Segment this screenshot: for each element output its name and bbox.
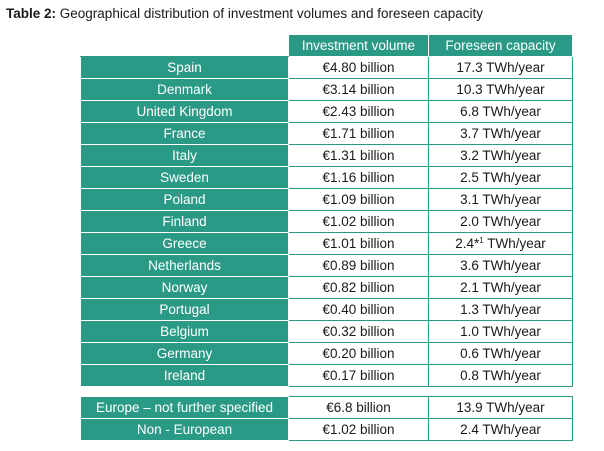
table-row: Europe – not further specified €6.8 billi… — [80, 396, 573, 419]
capacity-cell: 2.0 TWh/year — [428, 210, 573, 233]
table-row: Italy €1.31 billion 3.2 TWh/year — [80, 144, 573, 167]
investment-cell: €3.14 billion — [288, 78, 429, 101]
capacity-cell: 1.3 TWh/year — [428, 298, 573, 321]
country-cell: Non - European — [80, 418, 289, 441]
table-row: Denmark €3.14 billion 10.3 TWh/year — [80, 78, 573, 101]
country-cell: United Kingdom — [80, 100, 289, 123]
table-row: Spain €4.80 billion 17.3 TWh/year — [80, 56, 573, 79]
table-row: Poland €1.09 billion 3.1 TWh/year — [80, 188, 573, 211]
capacity-cell: 0.8 TWh/year — [428, 364, 573, 387]
country-cell: Greece — [80, 232, 289, 255]
capacity-cell: 2.4 TWh/year — [428, 418, 573, 441]
investment-cell: €1.02 billion — [288, 210, 429, 233]
capacity-cell: 2.4*1 TWh/year — [428, 232, 573, 255]
table-caption: Table 2: Geographical distribution of in… — [6, 6, 483, 21]
country-cell: Belgium — [80, 320, 289, 343]
investment-cell: €0.40 billion — [288, 298, 429, 321]
table-row: Ireland €0.17 billion 0.8 TWh/year — [80, 364, 573, 387]
capacity-cell: 3.1 TWh/year — [428, 188, 573, 211]
table-row: Greece €1.01 billion 2.4*1 TWh/year — [80, 232, 573, 255]
capacity-cell: 2.5 TWh/year — [428, 166, 573, 189]
investment-cell: €1.02 billion — [288, 418, 429, 441]
capacity-cell: 3.7 TWh/year — [428, 122, 573, 145]
country-cell: Portugal — [80, 298, 289, 321]
capacity-cell: 2.1 TWh/year — [428, 276, 573, 299]
capacity-cell: 3.2 TWh/year — [428, 144, 573, 167]
investment-cell: €0.82 billion — [288, 276, 429, 299]
country-cell: Poland — [80, 188, 289, 211]
capacity-unit: TWh/year — [487, 236, 546, 251]
capacity-cell: 1.0 TWh/year — [428, 320, 573, 343]
investment-cell: €1.16 billion — [288, 166, 429, 189]
footnote-marker: 1 — [479, 236, 484, 245]
investment-cell: €1.31 billion — [288, 144, 429, 167]
country-cell: Netherlands — [80, 254, 289, 277]
investment-cell: €4.80 billion — [288, 56, 429, 79]
header-investment-volume: Investment volume — [288, 34, 429, 57]
capacity-cell: 3.6 TWh/year — [428, 254, 573, 277]
table-row: Sweden €1.16 billion 2.5 TWh/year — [80, 166, 573, 189]
capacity-cell: 0.6 TWh/year — [428, 342, 573, 365]
country-cell: France — [80, 122, 289, 145]
investment-cell: €1.71 billion — [288, 122, 429, 145]
investment-cell: €0.20 billion — [288, 342, 429, 365]
table-row: France €1.71 billion 3.7 TWh/year — [80, 122, 573, 145]
country-cell: Norway — [80, 276, 289, 299]
country-cell: Italy — [80, 144, 289, 167]
capacity-cell: 6.8 TWh/year — [428, 100, 573, 123]
table-row: United Kingdom €2.43 billion 6.8 TWh/year — [80, 100, 573, 123]
country-cell: Sweden — [80, 166, 289, 189]
country-cell: Ireland — [80, 364, 289, 387]
table-row: Portugal €0.40 billion 1.3 TWh/year — [80, 298, 573, 321]
table-row: Non - European €1.02 billion 2.4 TWh/year — [80, 418, 573, 441]
table-row: Finland €1.02 billion 2.0 TWh/year — [80, 210, 573, 233]
header-blank-cell — [80, 34, 289, 57]
summary-table: Europe – not further specified €6.8 billi… — [80, 396, 573, 441]
table-row: Germany €0.20 billion 0.6 TWh/year — [80, 342, 573, 365]
capacity-cell: 10.3 TWh/year — [428, 78, 573, 101]
table-row: Belgium €0.32 billion 1.0 TWh/year — [80, 320, 573, 343]
country-cell: Germany — [80, 342, 289, 365]
investment-cell: €2.43 billion — [288, 100, 429, 123]
investment-cell: €0.32 billion — [288, 320, 429, 343]
country-cell: Finland — [80, 210, 289, 233]
header-foreseen-capacity: Foreseen capacity — [428, 34, 573, 57]
investment-cell: €6.8 billion — [288, 396, 429, 419]
capacity-value: 2.4* — [455, 236, 480, 251]
summary-body: Europe – not further specified €6.8 billi… — [80, 396, 573, 441]
investment-table: Investment volume Foreseen capacity Spai… — [80, 34, 573, 387]
capacity-cell: 17.3 TWh/year — [428, 56, 573, 79]
table-body: Spain €4.80 billion 17.3 TWh/year Denmark €3… — [80, 56, 573, 387]
investment-cell: €1.01 billion — [288, 232, 429, 255]
table-header-row: Investment volume Foreseen capacity — [80, 34, 573, 57]
investment-cell: €1.09 billion — [288, 188, 429, 211]
investment-cell: €0.89 billion — [288, 254, 429, 277]
investment-cell: €0.17 billion — [288, 364, 429, 387]
table-row: Netherlands €0.89 billion 3.6 TWh/year — [80, 254, 573, 277]
country-cell: Europe – not further specified — [80, 396, 289, 419]
table-row: Norway €0.82 billion 2.1 TWh/year — [80, 276, 573, 299]
caption-text: Geographical distribution of investment … — [59, 6, 484, 21]
capacity-cell: 13.9 TWh/year — [428, 396, 573, 419]
caption-label: Table 2: — [6, 6, 57, 21]
country-cell: Denmark — [80, 78, 289, 101]
country-cell: Spain — [80, 56, 289, 79]
